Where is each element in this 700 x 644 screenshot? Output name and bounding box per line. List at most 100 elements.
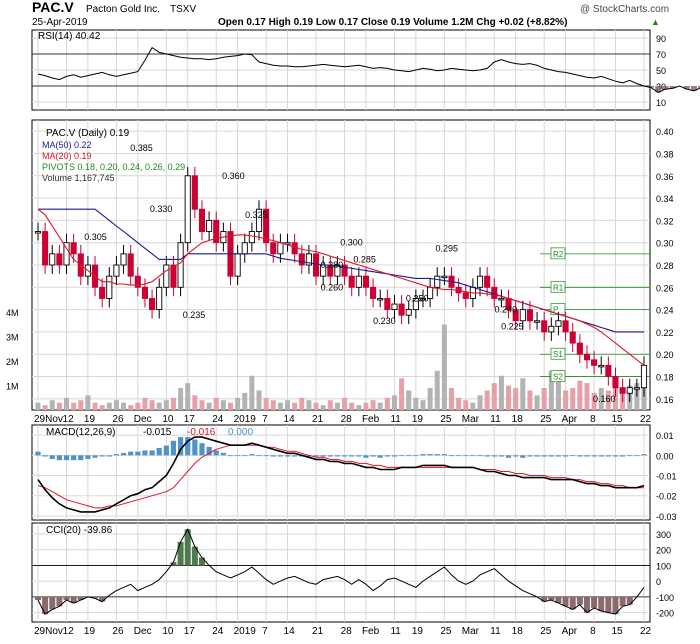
macd-hist-bar — [399, 455, 405, 457]
candle-body — [127, 253, 134, 277]
candle-body — [541, 320, 548, 333]
cci-overbought-fill — [184, 529, 191, 566]
macd-hist-bar — [456, 455, 462, 457]
candle-body — [476, 275, 484, 288]
price-annotation: 0.300 — [340, 238, 363, 248]
candle-body — [234, 253, 241, 277]
volume-bar — [149, 400, 155, 410]
macd-hist-bar — [313, 455, 319, 457]
candle-body — [277, 242, 284, 255]
candle-body — [462, 292, 469, 299]
volume-bar — [349, 402, 355, 410]
candle-body — [170, 264, 177, 288]
candle-body — [434, 275, 441, 288]
macd-hist-bar — [591, 455, 597, 457]
cci-overbought-fill — [198, 557, 205, 566]
volume-bar — [413, 397, 419, 410]
cci-x-label: 21 — [312, 626, 324, 637]
price-tick-label: 0.16 — [656, 395, 674, 405]
candle-body — [362, 275, 370, 288]
price-tick-label: 0.28 — [656, 261, 674, 271]
candle-body — [640, 364, 648, 389]
candle-body — [270, 242, 277, 255]
price-x-label: 19 — [412, 414, 424, 425]
macd-hist-bar — [63, 455, 70, 461]
volume-bar — [220, 400, 226, 410]
volume-bar — [163, 400, 169, 410]
candle-body — [141, 286, 148, 299]
macd-line — [37, 436, 645, 513]
rsi-legend: RSI(14) 40.42 — [38, 31, 101, 42]
macd-hist-bar — [548, 455, 554, 457]
macd-hist-bar — [349, 455, 355, 457]
price-x-label: 15 — [611, 414, 623, 425]
price-x-label: 7 — [262, 414, 268, 425]
volume-bar — [391, 395, 397, 410]
cci-oversold-fill — [42, 596, 49, 615]
macd-hist-bar — [420, 454, 426, 456]
macd-tick-label: -0.01 — [656, 472, 677, 482]
volume-bar — [185, 383, 191, 410]
macd-hist-bar — [56, 455, 62, 461]
volume-bar — [199, 400, 205, 410]
cci-panel: 300 200 100 0 -100 -200 29Nov 12 19 26 Dec 10 17 24 20… — [32, 523, 674, 637]
pivot-label: S2 — [553, 373, 563, 382]
candle-body — [412, 298, 419, 311]
candle-body — [156, 286, 163, 311]
ma20-line — [37, 208, 645, 366]
macd-hist-bar — [149, 450, 155, 456]
price-x-label: 17 — [184, 414, 196, 425]
volume-bar — [113, 400, 119, 410]
cci-x-label: 28 — [341, 626, 353, 637]
price-annotation: 0.285 — [353, 254, 376, 264]
volume-bar — [49, 400, 55, 410]
cci-oversold-fill — [598, 596, 605, 611]
volume-bar — [334, 402, 340, 410]
macd-hist-bar — [463, 455, 469, 457]
cci-x-label: 10 — [162, 626, 174, 637]
price-annotation: 0.295 — [435, 243, 458, 253]
volume-bar — [56, 402, 62, 410]
volume-bar — [227, 402, 233, 410]
volume-bar — [491, 383, 497, 410]
candle-body — [562, 320, 569, 333]
symbol-label: PAC.V — [32, 0, 74, 15]
candle-body — [583, 353, 591, 361]
macd-hist-bar — [199, 443, 205, 456]
candle-body — [163, 264, 170, 288]
macd-panel: 0.01 0.00 -0.01 -0.02 -0.03 — [32, 425, 677, 522]
macd-hist-bar — [612, 455, 619, 457]
price-x-label: 21 — [312, 414, 324, 425]
candle-body — [569, 331, 576, 344]
volume-bar — [106, 402, 112, 410]
cci-x-label: 8 — [590, 626, 596, 637]
volume-bar — [85, 395, 91, 410]
cci-oversold-fill — [576, 596, 583, 605]
volume-bar — [377, 402, 383, 410]
volume-bar — [235, 397, 241, 410]
macd-hist-bar — [277, 455, 283, 457]
rsi-oversold-fill — [662, 86, 669, 90]
volume-bar — [477, 395, 483, 410]
macd-hist-bar — [605, 455, 611, 457]
macd-hist-bar — [541, 455, 547, 457]
pivot-label: S1 — [553, 350, 563, 359]
price-x-label: 25 — [540, 414, 552, 425]
candle-body — [305, 253, 312, 266]
candle-body — [534, 320, 541, 323]
volume-bar — [342, 397, 348, 410]
candle-body — [184, 175, 191, 244]
price-annotation: 0.230 — [373, 316, 396, 326]
macd-hist-bar — [627, 455, 633, 457]
volume-bar — [456, 397, 462, 410]
volume-bar — [598, 388, 604, 410]
price-x-label: 18 — [512, 414, 524, 425]
volume-legend: Volume 1,167,745 — [42, 173, 115, 183]
rsi-oversold-fill — [698, 86, 700, 88]
exchange-label: TSXV — [170, 4, 196, 15]
candle-body — [612, 376, 619, 389]
rsi-tick-label: 50 — [656, 66, 666, 76]
cci-oversold-fill — [49, 596, 56, 610]
cci-oversold-fill — [612, 596, 619, 615]
cci-frame — [31, 522, 651, 623]
